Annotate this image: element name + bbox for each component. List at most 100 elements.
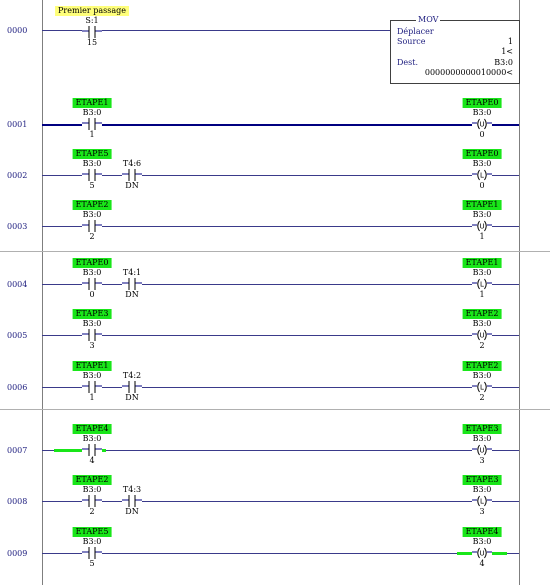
right-power-rail xyxy=(519,0,520,585)
left-power-rail xyxy=(42,0,43,585)
mov-title: MOV xyxy=(416,15,441,24)
svg-text:L: L xyxy=(480,498,484,506)
latch-coil-icon: L xyxy=(472,169,492,181)
page-separator xyxy=(0,251,550,252)
symbol-tag: ETAPE3 xyxy=(72,309,112,319)
xic-contact-icon xyxy=(82,118,102,130)
contact-address: B3:0 xyxy=(82,268,102,277)
xic-contact-icon xyxy=(82,547,102,559)
contact-address: B3:0 xyxy=(82,210,102,219)
coil-address: B3:0 xyxy=(472,159,492,168)
coil-bit: 3 xyxy=(479,456,485,465)
page-separator xyxy=(0,409,550,410)
symbol-tag: ETAPE0 xyxy=(462,149,502,159)
coil-bit: 0 xyxy=(479,181,485,190)
rung-number: 0009 xyxy=(7,549,28,558)
svg-text:U: U xyxy=(479,223,484,231)
coil-bit: 1 xyxy=(479,290,485,299)
energized-highlight xyxy=(54,449,106,452)
rung-number: 0000 xyxy=(7,26,28,35)
xic-contact-icon xyxy=(82,26,102,38)
contact-bit: 5 xyxy=(89,559,95,568)
contact-bit: 5 xyxy=(89,181,95,190)
mov-source-label: Source xyxy=(397,37,426,46)
symbol-tag: ETAPE2 xyxy=(462,361,502,371)
xic-contact-icon xyxy=(82,169,102,181)
mov-name: Déplacer xyxy=(397,27,434,36)
contact-address: T4:2 xyxy=(122,371,142,380)
coil-bit: 0 xyxy=(479,130,485,139)
mov-source-value[interactable]: 1 xyxy=(507,37,513,46)
contact-address: B3:0 xyxy=(82,485,102,494)
coil-address: B3:0 xyxy=(472,319,492,328)
contact-bit: 15 xyxy=(86,38,98,47)
contact-bit: 3 xyxy=(89,341,95,350)
xic-contact-icon xyxy=(82,381,102,393)
coil-address: B3:0 xyxy=(472,210,492,219)
symbol-tag: ETAPE1 xyxy=(462,200,502,210)
symbol-tag: ETAPE1 xyxy=(72,361,112,371)
contact-bit: DN xyxy=(125,507,139,516)
latch-coil-icon: L xyxy=(472,278,492,290)
contact-bit: 2 xyxy=(89,507,95,516)
symbol-tag: ETAPE5 xyxy=(72,149,112,159)
xic-contact-icon xyxy=(82,278,102,290)
contact-address: T4:6 xyxy=(122,159,142,168)
symbol-tag: ETAPE5 xyxy=(72,527,112,537)
mov-source-value-display: 1< xyxy=(501,47,513,56)
contact-bit: 2 xyxy=(89,232,95,241)
rung-number: 0001 xyxy=(7,120,28,129)
unlatch-coil-icon: U xyxy=(472,547,492,559)
rung-wire xyxy=(42,175,519,176)
xic-contact-icon xyxy=(82,220,102,232)
coil-address: B3:0 xyxy=(472,268,492,277)
contact-bit: DN xyxy=(125,393,139,402)
contact-bit: 1 xyxy=(89,130,95,139)
symbol-tag: ETAPE3 xyxy=(462,424,502,434)
svg-text:U: U xyxy=(479,121,484,129)
contact-address: B3:0 xyxy=(82,537,102,546)
rung-0000[interactable]: 0000 Premier passage S:1 15 MOV Déplacer… xyxy=(0,0,550,84)
symbol-tag: ETAPE4 xyxy=(462,527,502,537)
symbol-tag: ETAPE3 xyxy=(462,475,502,485)
xic-contact-icon xyxy=(122,278,142,290)
mov-dest-value[interactable]: B3:0 xyxy=(494,58,513,67)
symbol-tag: ETAPE2 xyxy=(72,475,112,485)
coil-address: B3:0 xyxy=(472,434,492,443)
symbol-tag: ETAPE1 xyxy=(72,98,112,108)
coil-bit: 2 xyxy=(479,341,485,350)
unlatch-coil-icon: U xyxy=(472,444,492,456)
rung-number: 0008 xyxy=(7,497,28,506)
rung-wire xyxy=(42,387,519,388)
rung-number: 0005 xyxy=(7,331,28,340)
xic-contact-icon xyxy=(82,329,102,341)
contact-address: B3:0 xyxy=(82,108,102,117)
svg-text:L: L xyxy=(480,172,484,180)
rung-wire xyxy=(42,553,519,554)
rung-number: 0006 xyxy=(7,383,28,392)
contact-address: B3:0 xyxy=(82,371,102,380)
contact-address: S:1 xyxy=(85,16,99,25)
rung-wire xyxy=(42,30,519,31)
coil-address: B3:0 xyxy=(472,108,492,117)
symbol-tag: ETAPE2 xyxy=(72,200,112,210)
xic-contact-icon xyxy=(122,495,142,507)
rung-wire xyxy=(42,501,519,502)
unlatch-coil-icon: U xyxy=(472,220,492,232)
contact-address: B3:0 xyxy=(82,319,102,328)
xic-contact-icon xyxy=(82,495,102,507)
coil-address: B3:0 xyxy=(472,537,492,546)
rung-number: 0007 xyxy=(7,446,28,455)
contact-bit: DN xyxy=(125,290,139,299)
contact-bit: 4 xyxy=(89,456,95,465)
mov-instruction-block[interactable]: MOV Déplacer Source 1 1< Dest. B3:0 000000… xyxy=(390,15,520,84)
mov-dest-bits: 0000000000010000< xyxy=(424,68,513,77)
xic-contact-icon xyxy=(82,444,102,456)
rung-number: 0003 xyxy=(7,222,28,231)
mov-dest-label: Dest. xyxy=(397,58,419,67)
svg-text:L: L xyxy=(480,384,484,392)
rung-number: 0004 xyxy=(7,280,28,289)
xic-contact-icon xyxy=(122,381,142,393)
unlatch-coil-icon: U xyxy=(472,118,492,130)
coil-bit: 1 xyxy=(479,232,485,241)
